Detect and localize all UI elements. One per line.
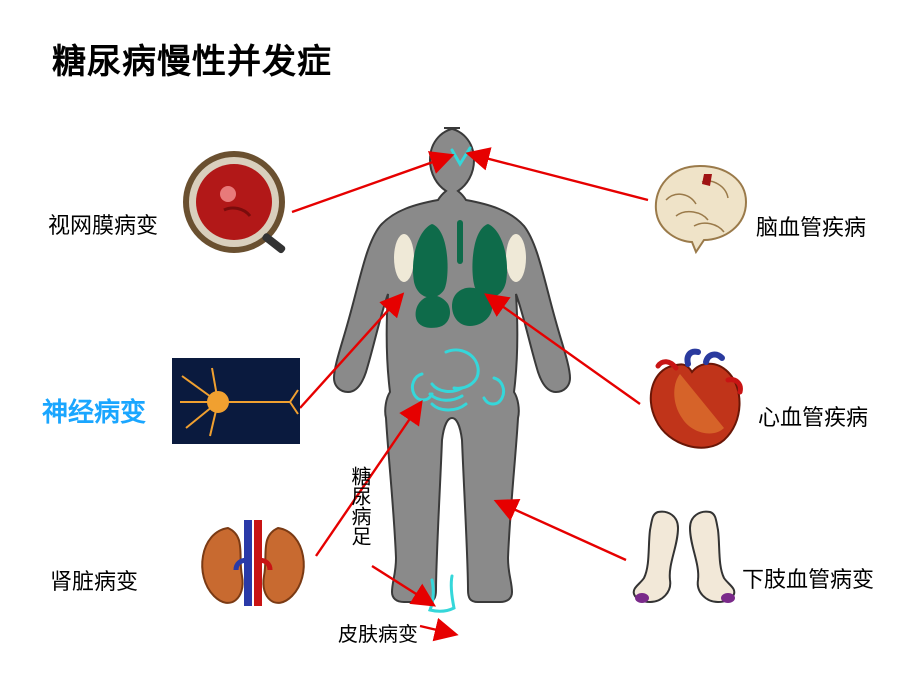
- arrow-to-foot-skin: [420, 626, 454, 634]
- page-title: 糖尿病慢性并发症: [52, 34, 332, 83]
- arrow-to-head-right: [470, 154, 648, 200]
- diagram-stage: 糖尿病慢性并发症: [0, 0, 920, 690]
- label-skin: 皮肤病变: [338, 618, 418, 647]
- arrow-to-arm-left: [300, 296, 401, 408]
- neuron-icon: [172, 358, 300, 444]
- label-neuropathy: 神经病变: [42, 392, 146, 429]
- label-cerebrovascular: 脑血管疾病: [756, 210, 866, 242]
- arrow-to-foot-df: [372, 566, 432, 604]
- brain-icon: [646, 160, 754, 254]
- label-cardiovascular: 心血管疾病: [758, 400, 868, 432]
- arrow-group: [292, 154, 648, 634]
- legs-icon: [624, 506, 754, 612]
- label-nephropathy: 肾脏病变: [50, 564, 138, 596]
- arrow-to-head-left: [292, 156, 450, 212]
- heart-icon: [636, 348, 756, 458]
- label-diabetic-foot: 糖尿病足: [348, 466, 369, 546]
- label-pad: 下肢血管病变: [742, 562, 874, 594]
- eye-icon: [178, 150, 294, 258]
- label-retinopathy: 视网膜病变: [48, 208, 158, 240]
- arrow-to-leg-right: [498, 502, 626, 560]
- arrow-to-heart: [488, 296, 640, 404]
- kidney-icon: [188, 510, 318, 618]
